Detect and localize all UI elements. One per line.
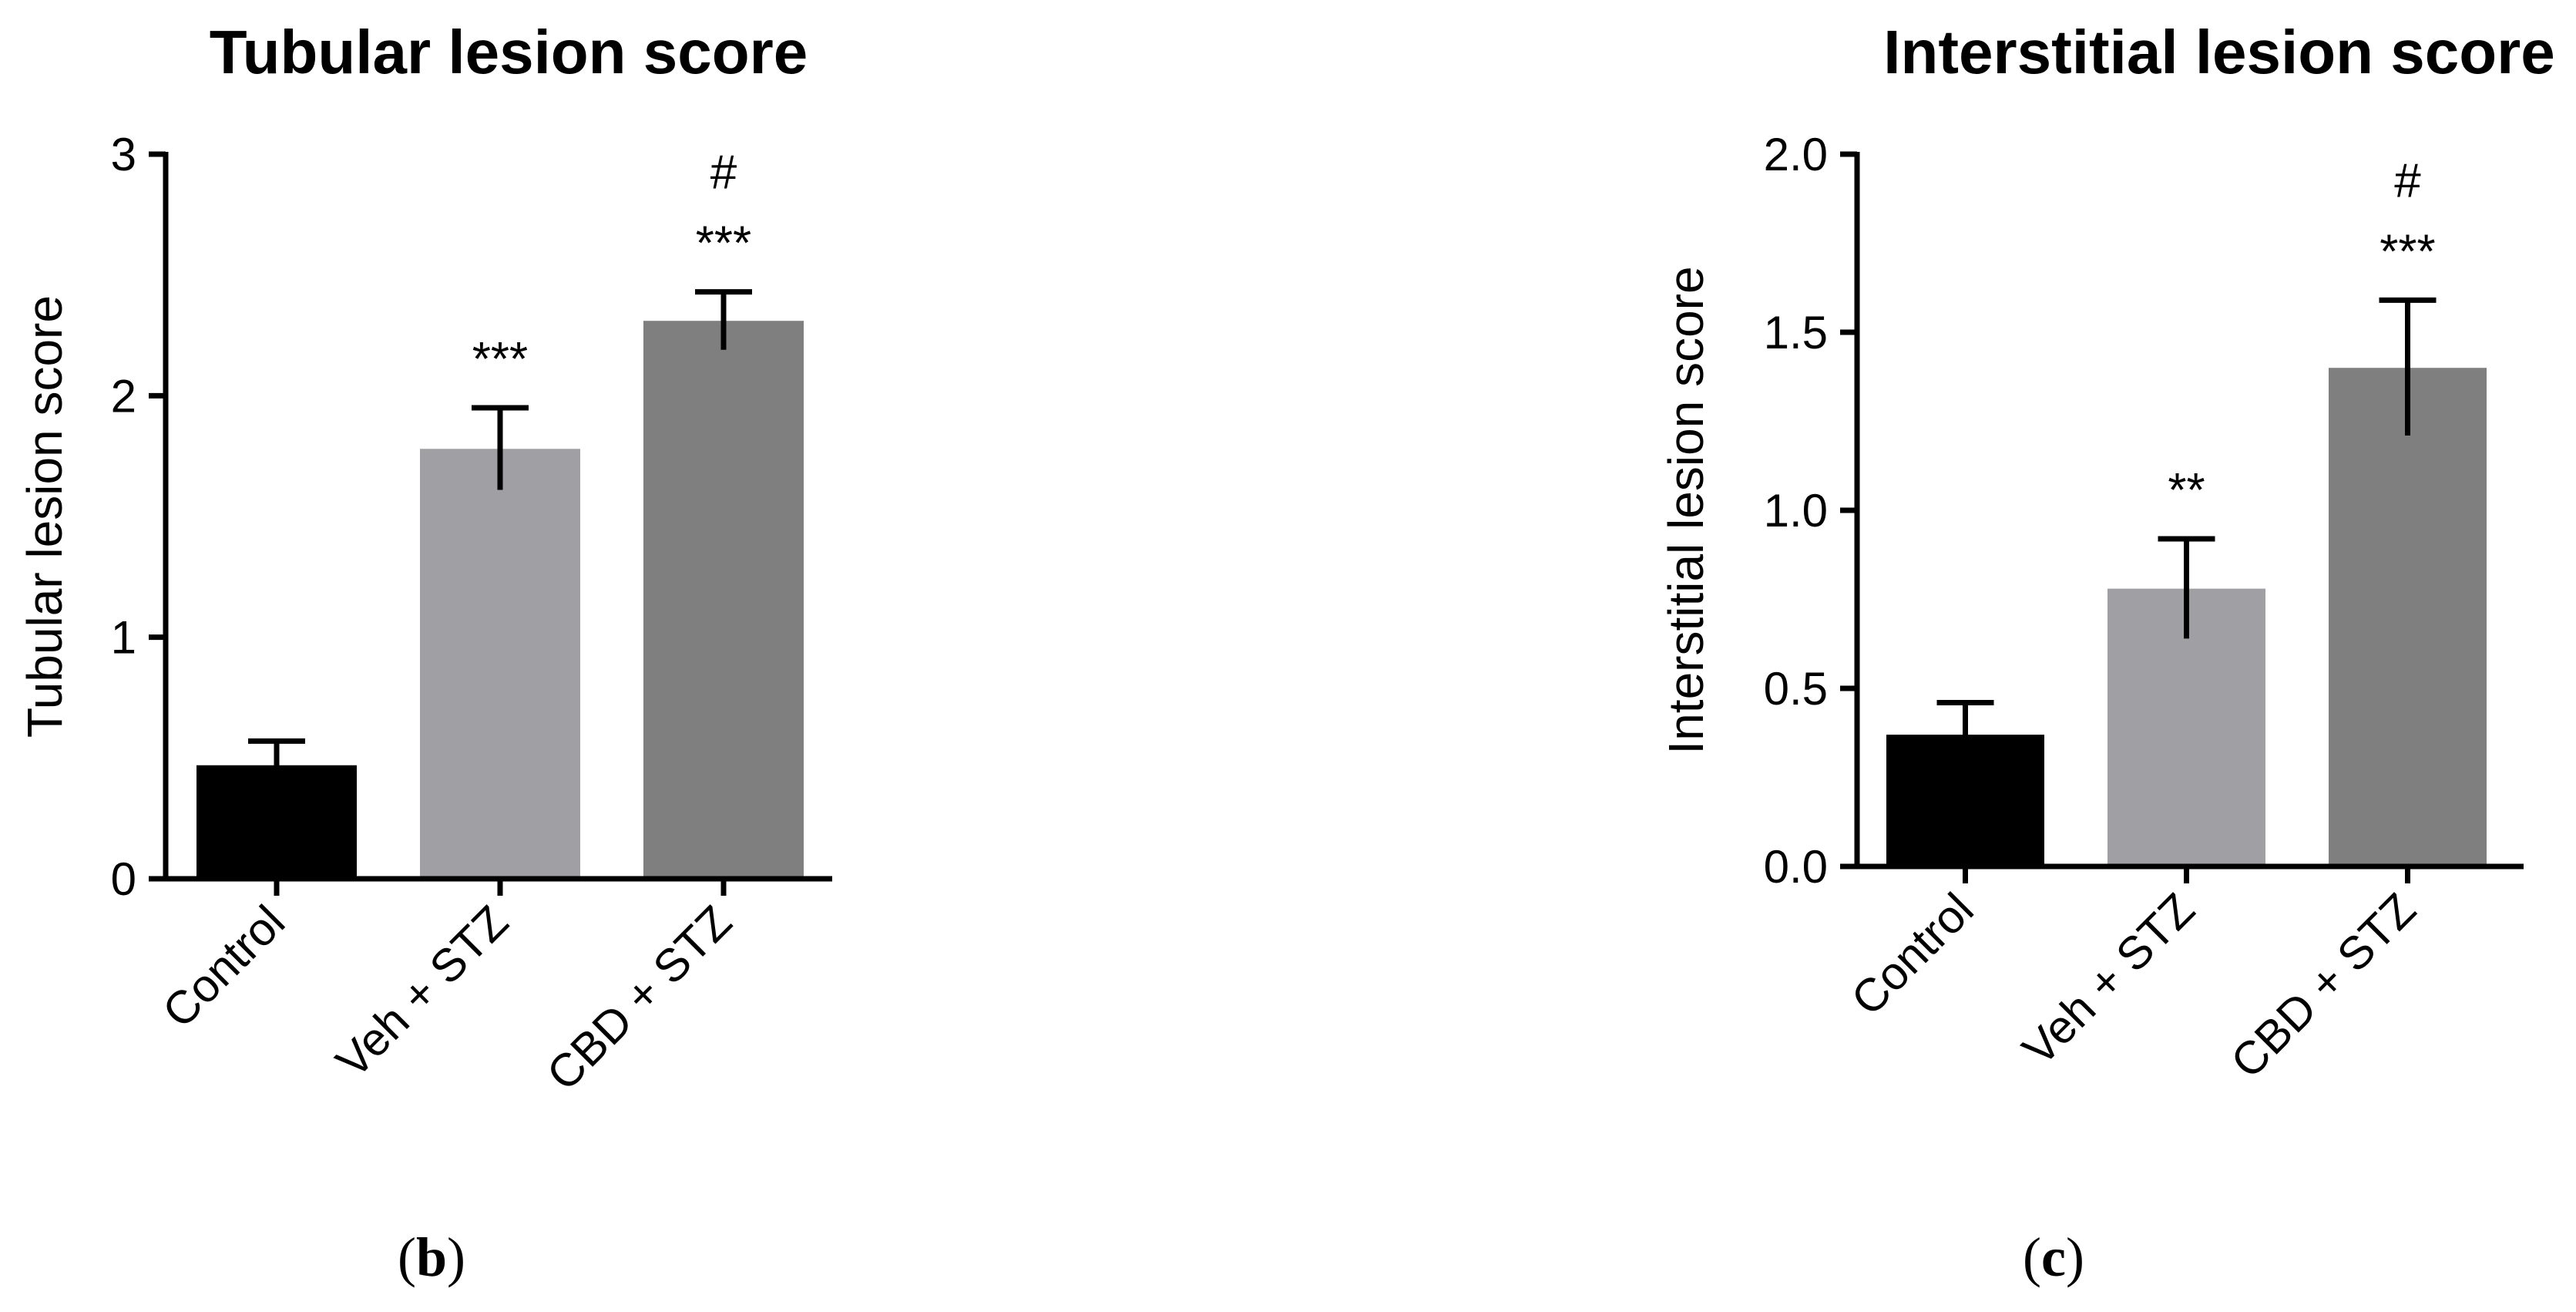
x-tick-label: CBD + STZ (2221, 883, 2425, 1088)
x-tick-label: Control (153, 896, 294, 1038)
panel-label-close: ) (447, 1226, 465, 1288)
y-axis-label: Tubular lesion score (17, 295, 72, 738)
panel-label: (c) (2023, 1226, 2084, 1288)
panel-label-letter: b (416, 1226, 447, 1288)
panel-label-open: ( (2023, 1226, 2041, 1288)
y-tick-label: 0.0 (1764, 841, 1828, 893)
y-tick-label: 0.5 (1764, 663, 1828, 715)
panel-label: (b) (398, 1226, 465, 1288)
x-tick-label: CBD + STZ (537, 896, 741, 1100)
y-axis-label: Interstitial lesion score (1658, 266, 1714, 754)
bar (420, 449, 580, 879)
chart-tubular: Tubular lesion score Tubular lesion score… (17, 18, 832, 1288)
significance-label: *** (2380, 225, 2435, 278)
y-tick-label: 1 (111, 612, 136, 664)
x-tick-label: Veh + STZ (2013, 883, 2205, 1075)
y-tick-label: 2 (111, 370, 136, 422)
y-tick-label: 0 (111, 853, 136, 905)
significance-label: # (2394, 154, 2421, 207)
chart-title: Interstitial lesion score (1883, 18, 2554, 86)
bar (2329, 368, 2487, 866)
y-tick-label: 1.5 (1764, 307, 1828, 358)
x-tick-label: Veh + STZ (326, 896, 518, 1088)
y-tick-label: 2.0 (1764, 129, 1828, 180)
panel-label-letter: c (2041, 1226, 2066, 1288)
significance-label: ** (2168, 464, 2205, 517)
chart-interstitial: Interstitial lesion score Interstitial le… (1658, 18, 2555, 1288)
bar (643, 321, 804, 879)
y-tick-label: 3 (111, 129, 136, 180)
y-tick-label: 1.0 (1764, 485, 1828, 537)
significance-label: *** (472, 333, 528, 386)
x-tick-label: Control (1842, 883, 1983, 1025)
chart-title: Tubular lesion score (210, 18, 808, 86)
panel-label-open: ( (398, 1226, 416, 1288)
panel-label-close: ) (2066, 1226, 2084, 1288)
significance-label: # (710, 146, 737, 200)
significance-label: *** (696, 217, 751, 271)
